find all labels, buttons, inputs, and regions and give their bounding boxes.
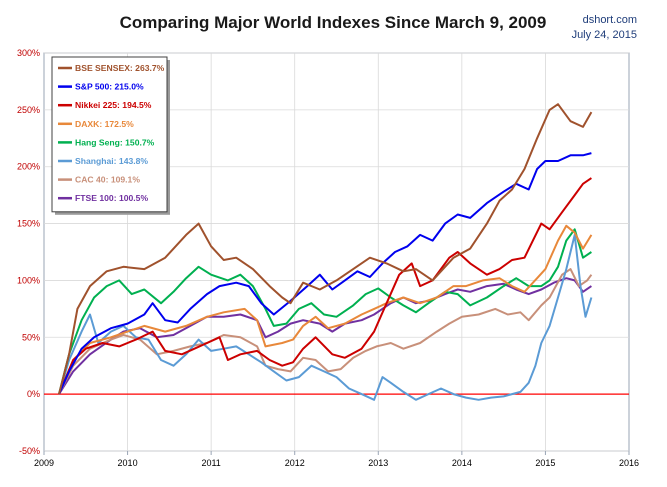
legend-label: Hang Seng: 150.7% — [75, 137, 155, 147]
x-tick-label: 2012 — [285, 458, 305, 468]
chart-title: Comparing Major World Indexes Since Marc… — [120, 13, 547, 32]
series-line-bse-sensex — [58, 103, 593, 395]
source-label: dshort.com — [583, 14, 637, 26]
x-tick-label: 2011 — [201, 458, 220, 468]
series-line-nikkei-225 — [58, 177, 592, 395]
legend-label: S&P 500: 215.0% — [75, 82, 144, 92]
legend-label: CAC 40: 109.1% — [75, 175, 140, 185]
y-tick-label: 0% — [27, 389, 40, 399]
y-tick-label: 50% — [22, 332, 40, 342]
legend-label: FTSE 100: 100.5% — [75, 193, 148, 203]
y-tick-label: 250% — [17, 105, 40, 115]
x-tick-label: 2010 — [118, 458, 138, 468]
y-tick-label: 200% — [17, 162, 40, 172]
series-lines — [58, 103, 593, 401]
axis-ticks: 300% 250% 200% 150% 100% 50% 0% -50% 2009 2010 201… — [17, 48, 639, 468]
legend-label: BSE SENSEX: 263.7% — [75, 63, 165, 73]
x-tick-label: 2013 — [368, 458, 388, 468]
series-line-hang-seng — [58, 228, 592, 395]
legend-label: Shanghai: 143.8% — [75, 156, 148, 166]
x-tick-label: 2014 — [452, 458, 472, 468]
x-tick-label: 2015 — [535, 458, 555, 468]
y-tick-label: 150% — [17, 219, 40, 229]
y-tick-label: 300% — [17, 48, 40, 58]
x-tick-label: 2016 — [619, 458, 639, 468]
legend-box — [51, 56, 168, 213]
y-tick-label: 100% — [17, 275, 40, 285]
series-line-s-p-500 — [58, 152, 592, 395]
series-line-daxk — [58, 224, 593, 395]
series-line-shanghai — [58, 233, 593, 401]
date-label: July 24, 2015 — [572, 29, 637, 41]
legend-label: DAXK: 172.5% — [75, 119, 134, 129]
y-tick-label: -50% — [19, 446, 40, 456]
legend: BSE SENSEX: 263.7% S&P 500: 215.0% Nikkei … — [51, 56, 170, 215]
legend-label: Nikkei 225: 194.5% — [75, 100, 152, 110]
x-tick-label: 2009 — [34, 458, 54, 468]
